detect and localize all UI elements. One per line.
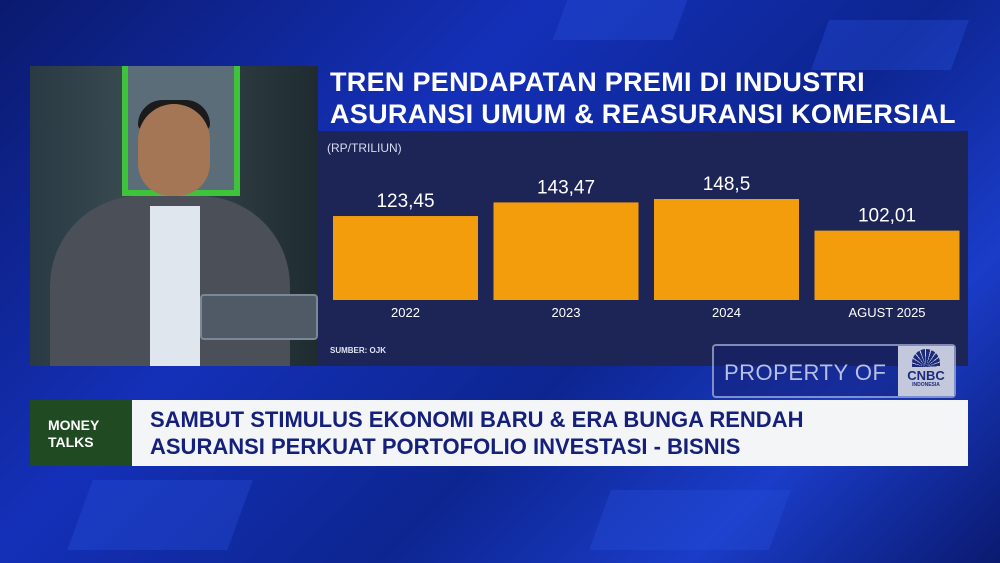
show-line-2: TALKS — [48, 434, 94, 450]
x-tick-label: 2022 — [391, 305, 420, 320]
chart-panel: 123,45 2022 143,47 2023 148,5 2024 102,01 AGUST… — [318, 131, 968, 366]
bar-chart: 123,45 2022 143,47 2023 148,5 2024 102,01 AGUST… — [333, 174, 960, 320]
headline-line-2: ASURANSI PERKUAT PORTOFOLIO INVESTASI - … — [150, 434, 741, 459]
data-label: 102,01 — [858, 206, 916, 227]
peacock-icon — [912, 349, 940, 367]
title-line-1: TREN PENDAPATAN PREMI DI INDUSTRI — [330, 67, 865, 97]
watermark: PROPERTY OF CNBC INDONESIA — [712, 344, 956, 398]
presenter-video — [30, 66, 318, 366]
data-label: 143,47 — [537, 177, 595, 198]
data-label: 148,5 — [703, 174, 751, 195]
show-line-1: MONEY — [48, 417, 100, 433]
headline: SAMBUT STIMULUS EKONOMI BARU & ERA BUNGA… — [132, 400, 968, 466]
data-label: 123,45 — [376, 191, 434, 212]
watermark-text: PROPERTY OF — [724, 360, 887, 385]
x-tick-label: 2023 — [552, 305, 581, 320]
chart-title: TREN PENDAPATAN PREMI DI INDUSTRI ASURAN… — [330, 66, 956, 130]
headline-line-1: SAMBUT STIMULUS EKONOMI BARU & ERA BUNGA… — [150, 407, 804, 432]
bar-AGUST 2025 — [814, 230, 960, 300]
cnbc-logo: CNBC INDONESIA — [898, 346, 954, 396]
x-tick-label: 2024 — [712, 305, 741, 320]
x-tick-label: AGUST 2025 — [848, 305, 925, 320]
show-name: MONEY TALKS — [30, 400, 132, 466]
unit-label: (RP/TRILIUN) — [327, 141, 402, 155]
bar-2022 — [333, 216, 478, 300]
title-line-2: ASURANSI UMUM & REASURANSI KOMERSIAL — [330, 99, 956, 129]
source-label: SUMBER: OJK — [330, 346, 387, 355]
bar-2023 — [493, 202, 639, 300]
bar-2024 — [654, 199, 799, 300]
